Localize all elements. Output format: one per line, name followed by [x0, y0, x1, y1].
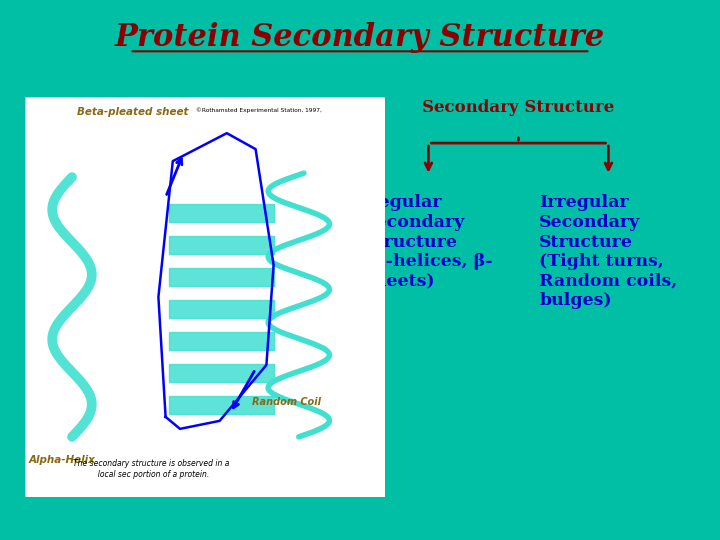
- Text: Protein Secondary Structure: Protein Secondary Structure: [115, 22, 605, 52]
- Text: Random Coil: Random Coil: [252, 397, 321, 407]
- Text: Secondary Structure: Secondary Structure: [422, 99, 615, 117]
- FancyBboxPatch shape: [25, 97, 385, 497]
- Text: Alpha-Helix: Alpha-Helix: [29, 455, 96, 465]
- Text: The secondary structure is observed in a
  local sec portion of a protein.: The secondary structure is observed in a…: [73, 460, 230, 479]
- Text: Regular
Secondary
Structure
(α-helices, β-
sheets): Regular Secondary Structure (α-helices, …: [364, 194, 492, 290]
- Text: ©Rothamsted Experimental Station, 1997,: ©Rothamsted Experimental Station, 1997,: [197, 108, 322, 113]
- Text: Beta-pleated sheet: Beta-pleated sheet: [78, 107, 189, 117]
- Text: Irregular
Secondary
Structure
(Tight turns,
Random coils,
bulges): Irregular Secondary Structure (Tight tur…: [539, 194, 678, 309]
